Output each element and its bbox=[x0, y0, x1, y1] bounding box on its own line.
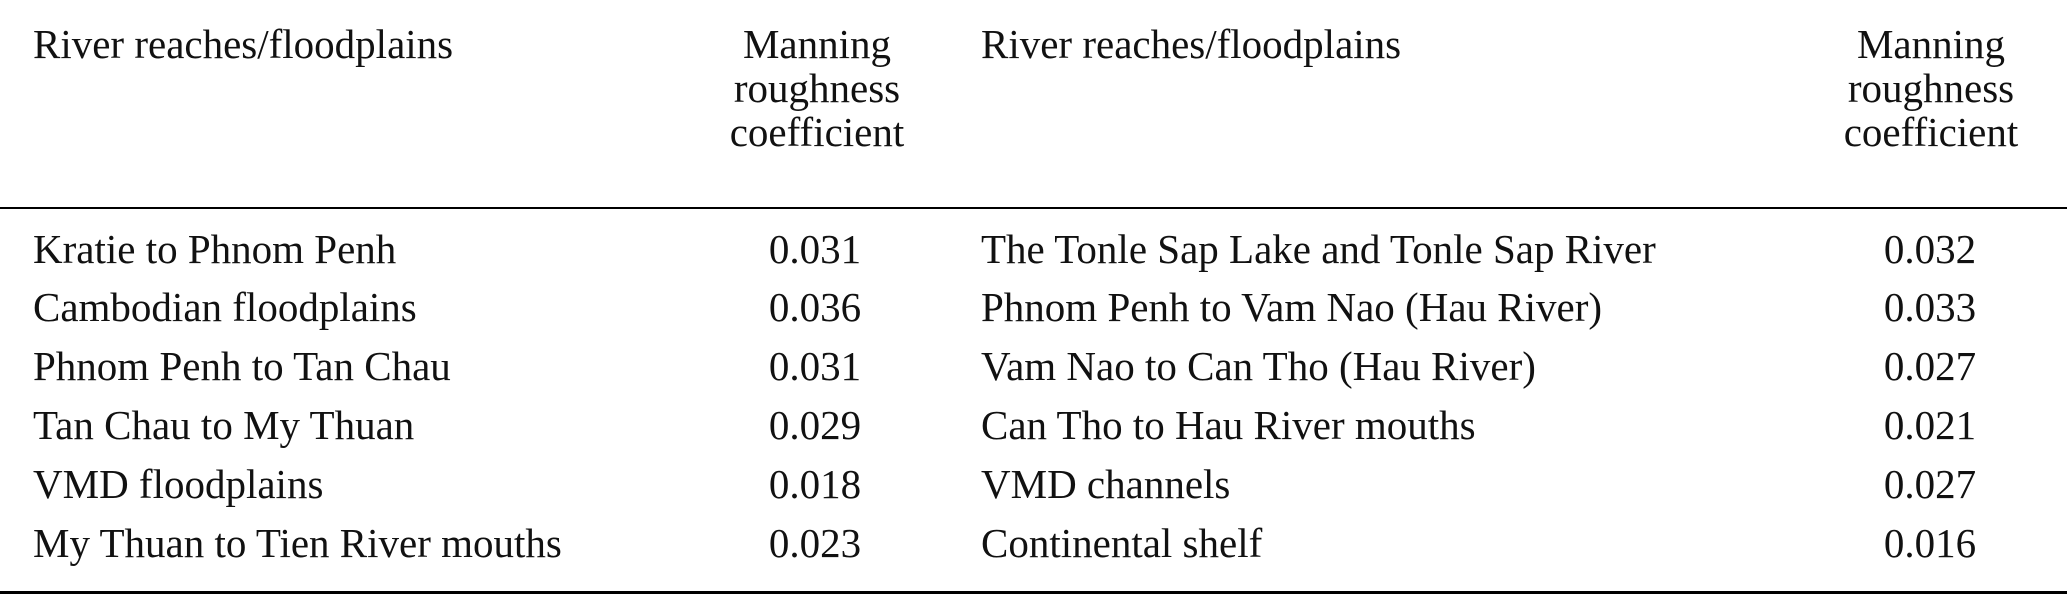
row-5-left-name: VMD floodplains bbox=[33, 461, 324, 507]
header-left-coefficient-line3: coefficient bbox=[729, 109, 905, 155]
header-left-coefficient-line2: roughness bbox=[733, 65, 901, 111]
row-3-left-value: 0.031 bbox=[768, 343, 862, 389]
header-left-name: River reaches/floodplains bbox=[33, 21, 454, 67]
row-1-left-value: 0.031 bbox=[768, 226, 862, 272]
row-3-right-name: Vam Nao to Can Tho (Hau River) bbox=[981, 343, 1536, 389]
row-6-left-name: My Thuan to Tien River mouths bbox=[33, 520, 562, 566]
row-2-left-value: 0.036 bbox=[768, 284, 862, 330]
header-divider bbox=[0, 207, 2067, 209]
row-6-right-name: Continental shelf bbox=[981, 520, 1263, 566]
row-4-left-value: 0.029 bbox=[768, 402, 862, 448]
row-4-right-value: 0.021 bbox=[1883, 402, 1977, 448]
header-right-coefficient-line2: roughness bbox=[1847, 65, 2015, 111]
row-5-right-value: 0.027 bbox=[1883, 461, 1977, 507]
row-1-left-name: Kratie to Phnom Penh bbox=[33, 226, 397, 272]
header-right-coefficient-line3: coefficient bbox=[1843, 109, 2019, 155]
row-5-right-name: VMD channels bbox=[981, 461, 1231, 507]
row-1-right-name: The Tonle Sap Lake and Tonle Sap River bbox=[981, 226, 1656, 272]
table-bottom-rule bbox=[0, 591, 2067, 594]
header-right-name: River reaches/floodplains bbox=[981, 21, 1402, 67]
row-1-right-value: 0.032 bbox=[1883, 226, 1977, 272]
header-left-coefficient: Manning roughness coefficient bbox=[702, 22, 932, 154]
header-left-coefficient-line1: Manning bbox=[742, 21, 892, 67]
header-right-coefficient: Manning roughness coefficient bbox=[1816, 22, 2046, 154]
row-6-left-value: 0.023 bbox=[768, 520, 862, 566]
row-2-left-name: Cambodian floodplains bbox=[33, 284, 417, 330]
row-5-left-value: 0.018 bbox=[768, 461, 862, 507]
header-right-coefficient-line1: Manning bbox=[1856, 21, 2006, 67]
row-2-right-name: Phnom Penh to Vam Nao (Hau River) bbox=[981, 284, 1603, 330]
row-3-left-name: Phnom Penh to Tan Chau bbox=[33, 343, 451, 389]
row-6-right-value: 0.016 bbox=[1883, 520, 1977, 566]
row-2-right-value: 0.033 bbox=[1883, 284, 1977, 330]
row-4-left-name: Tan Chau to My Thuan bbox=[33, 402, 415, 448]
row-4-right-name: Can Tho to Hau River mouths bbox=[981, 402, 1476, 448]
row-3-right-value: 0.027 bbox=[1883, 343, 1977, 389]
